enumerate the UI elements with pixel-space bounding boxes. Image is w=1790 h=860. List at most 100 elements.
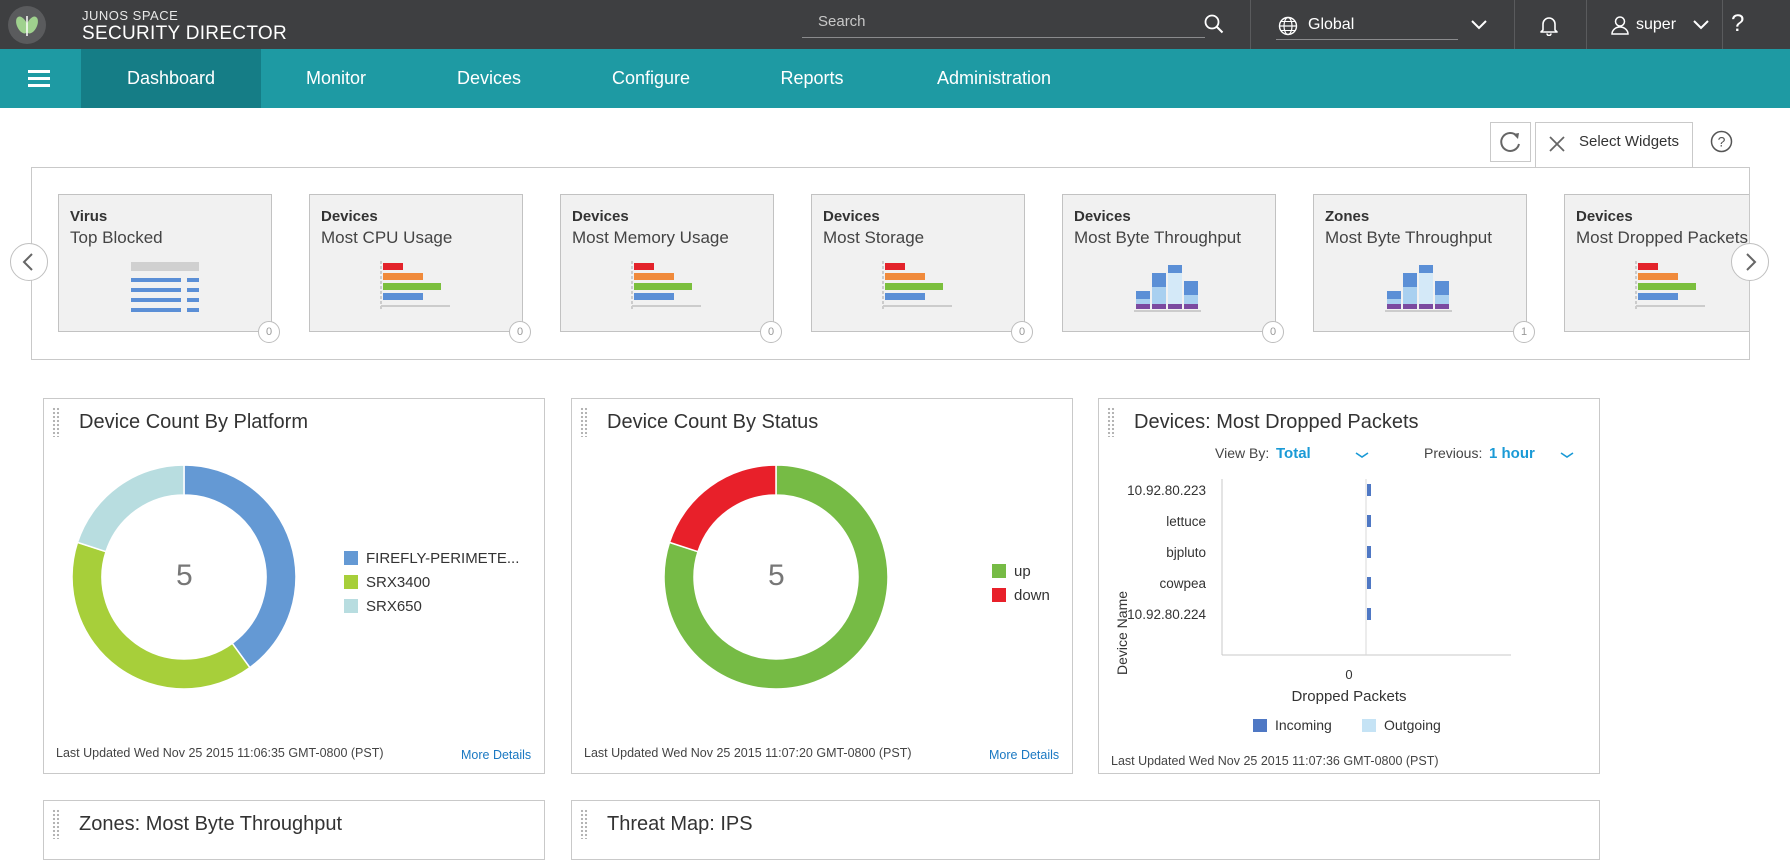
- bar-incoming[interactable]: [1367, 515, 1371, 527]
- user-icon[interactable]: [1610, 15, 1630, 40]
- drag-handle-icon[interactable]: [1107, 407, 1115, 437]
- previous-select[interactable]: 1 hour: [1489, 445, 1535, 462]
- more-details-link[interactable]: More Details: [461, 748, 532, 762]
- nav-reports[interactable]: Reports: [780, 68, 844, 88]
- view-by-select[interactable]: Total: [1276, 445, 1311, 462]
- divider: [1586, 0, 1587, 49]
- legend-item[interactable]: Incoming: [1253, 717, 1332, 733]
- widget-card-devices-dropped-packets[interactable]: Devices Most Dropped Packets: [1564, 194, 1749, 332]
- help-button[interactable]: ?: [1731, 10, 1745, 37]
- divider: [1722, 0, 1723, 49]
- y-tick-label: bjpluto: [1166, 545, 1206, 560]
- divider: [1250, 0, 1251, 49]
- last-updated: Last Updated Wed Nov 25 2015 11:06:35 GM…: [56, 746, 384, 760]
- legend-item[interactable]: Outgoing: [1362, 717, 1441, 733]
- nav-monitor[interactable]: Monitor: [305, 68, 367, 88]
- x-tick-label: 0: [1345, 667, 1353, 682]
- last-updated: Last Updated Wed Nov 25 2015 11:07:20 GM…: [584, 746, 912, 760]
- legend-item[interactable]: down: [992, 587, 1050, 604]
- donut-slice-up[interactable]: [663, 464, 889, 690]
- legend-label: SRX3400: [366, 574, 431, 591]
- drag-handle-icon[interactable]: [580, 809, 588, 839]
- select-widgets-button[interactable]: Select Widgets: [1535, 122, 1693, 168]
- card-count-badge: 1: [1513, 321, 1535, 343]
- widget-picker: Virus Top Blocked 0 Devices Most CPU Usa…: [31, 167, 1750, 360]
- widget-title: Zones: Most Byte Throughput: [79, 813, 343, 835]
- drag-handle-icon[interactable]: [52, 809, 60, 839]
- card-name: Top Blocked: [70, 228, 163, 247]
- chevron-down-icon[interactable]: [1692, 18, 1710, 36]
- domain-selector[interactable]: Global: [1308, 16, 1355, 33]
- widget-card-virus-top-blocked[interactable]: Virus Top Blocked 0: [58, 194, 280, 343]
- donut-total: 5: [176, 559, 193, 592]
- help-circle-icon[interactable]: ?: [1710, 130, 1733, 158]
- chevron-right-icon: [1746, 253, 1757, 271]
- legend-item[interactable]: SRX3400: [344, 574, 430, 591]
- donut-slice-firefly-perimete-[interactable]: [183, 464, 297, 669]
- user-menu[interactable]: super: [1636, 16, 1677, 33]
- card-name: Most CPU Usage: [321, 228, 453, 247]
- scroll-right-button[interactable]: [1731, 243, 1769, 281]
- legend-label: up: [1014, 563, 1031, 580]
- bar-chart: 10.92.80.223 lettuce bjpluto cowpea 10.92.80…: [1127, 479, 1511, 656]
- bar-chart-icon: [1625, 261, 1707, 322]
- search-icon[interactable]: [1204, 14, 1224, 39]
- donut-total: 5: [768, 559, 785, 592]
- donut-slice-srx650[interactable]: [76, 464, 185, 553]
- widget-card-devices-memory[interactable]: Devices Most Memory Usage 0: [560, 194, 782, 343]
- card-name: Most Byte Throughput: [1325, 228, 1492, 247]
- last-updated: Last Updated Wed Nov 25 2015 11:07:36 GM…: [1111, 754, 1439, 768]
- bar-chart-icon: [872, 261, 954, 322]
- widget-card-devices-storage[interactable]: Devices Most Storage 0: [811, 194, 1033, 343]
- bar-chart-icon: [370, 261, 452, 322]
- legend-item[interactable]: up: [992, 563, 1031, 580]
- legend-item[interactable]: FIREFLY-PERIMETE...: [344, 550, 519, 567]
- chevron-down-icon[interactable]: [1470, 18, 1488, 36]
- brand-title: SECURITY DIRECTOR: [82, 23, 287, 44]
- card-category: Devices: [823, 208, 880, 225]
- junos-logo-icon: [8, 6, 46, 44]
- close-icon[interactable]: [1548, 135, 1566, 158]
- search-box[interactable]: [802, 8, 1205, 38]
- legend-label: Incoming: [1275, 717, 1332, 733]
- view-by-label: View By:: [1215, 445, 1270, 461]
- nav-configure[interactable]: Configure: [611, 68, 691, 88]
- card-category: Zones: [1325, 208, 1370, 225]
- bar-incoming[interactable]: [1367, 608, 1371, 620]
- bell-icon[interactable]: [1538, 14, 1560, 41]
- bar-incoming[interactable]: [1367, 546, 1371, 558]
- donut-slice-down[interactable]: [668, 464, 777, 553]
- scroll-left-button[interactable]: [10, 243, 48, 281]
- main-nav: Dashboard Monitor Devices Configure Repo…: [0, 49, 1790, 108]
- bar-incoming[interactable]: [1367, 484, 1371, 496]
- widget-card-devices-throughput[interactable]: Devices Most Byte Throughput 0: [1062, 194, 1284, 343]
- more-details-link[interactable]: More Details: [989, 748, 1060, 762]
- chevron-down-icon[interactable]: [1559, 447, 1575, 465]
- refresh-button[interactable]: [1490, 122, 1531, 162]
- nav-dashboard[interactable]: Dashboard: [81, 49, 261, 108]
- legend-label: FIREFLY-PERIMETE...: [366, 550, 520, 567]
- donut-slice-srx3400[interactable]: [71, 541, 251, 690]
- widget-title: Threat Map: IPS: [607, 813, 753, 835]
- card-category: Devices: [321, 208, 378, 225]
- y-tick-label: 10.92.80.224: [1127, 607, 1206, 622]
- hamburger-menu-icon[interactable]: [28, 69, 50, 92]
- widget-card-devices-cpu[interactable]: Devices Most CPU Usage 0: [309, 194, 531, 343]
- widget-device-count-platform: Device Count By Platform 5 FIREFLY-PERIM…: [43, 398, 545, 774]
- drag-handle-icon[interactable]: [580, 407, 588, 437]
- brand-small-label: JUNOS SPACE: [82, 8, 179, 23]
- card-count-badge: 0: [760, 321, 782, 343]
- chevron-left-icon: [22, 253, 33, 271]
- nav-devices[interactable]: Devices: [456, 68, 522, 88]
- legend-swatch: [992, 564, 1006, 578]
- legend-label: Outgoing: [1384, 717, 1441, 733]
- drag-handle-icon[interactable]: [52, 407, 60, 437]
- legend-item[interactable]: SRX650: [344, 598, 422, 615]
- list-icon: [119, 261, 207, 322]
- chevron-down-icon[interactable]: [1354, 447, 1370, 465]
- search-input[interactable]: [802, 8, 1162, 34]
- bar-incoming[interactable]: [1367, 577, 1371, 589]
- widget-title: Device Count By Platform: [79, 411, 308, 433]
- widget-card-zones-throughput[interactable]: Zones Most Byte Throughput 1: [1313, 194, 1535, 343]
- nav-administration[interactable]: Administration: [936, 68, 1052, 88]
